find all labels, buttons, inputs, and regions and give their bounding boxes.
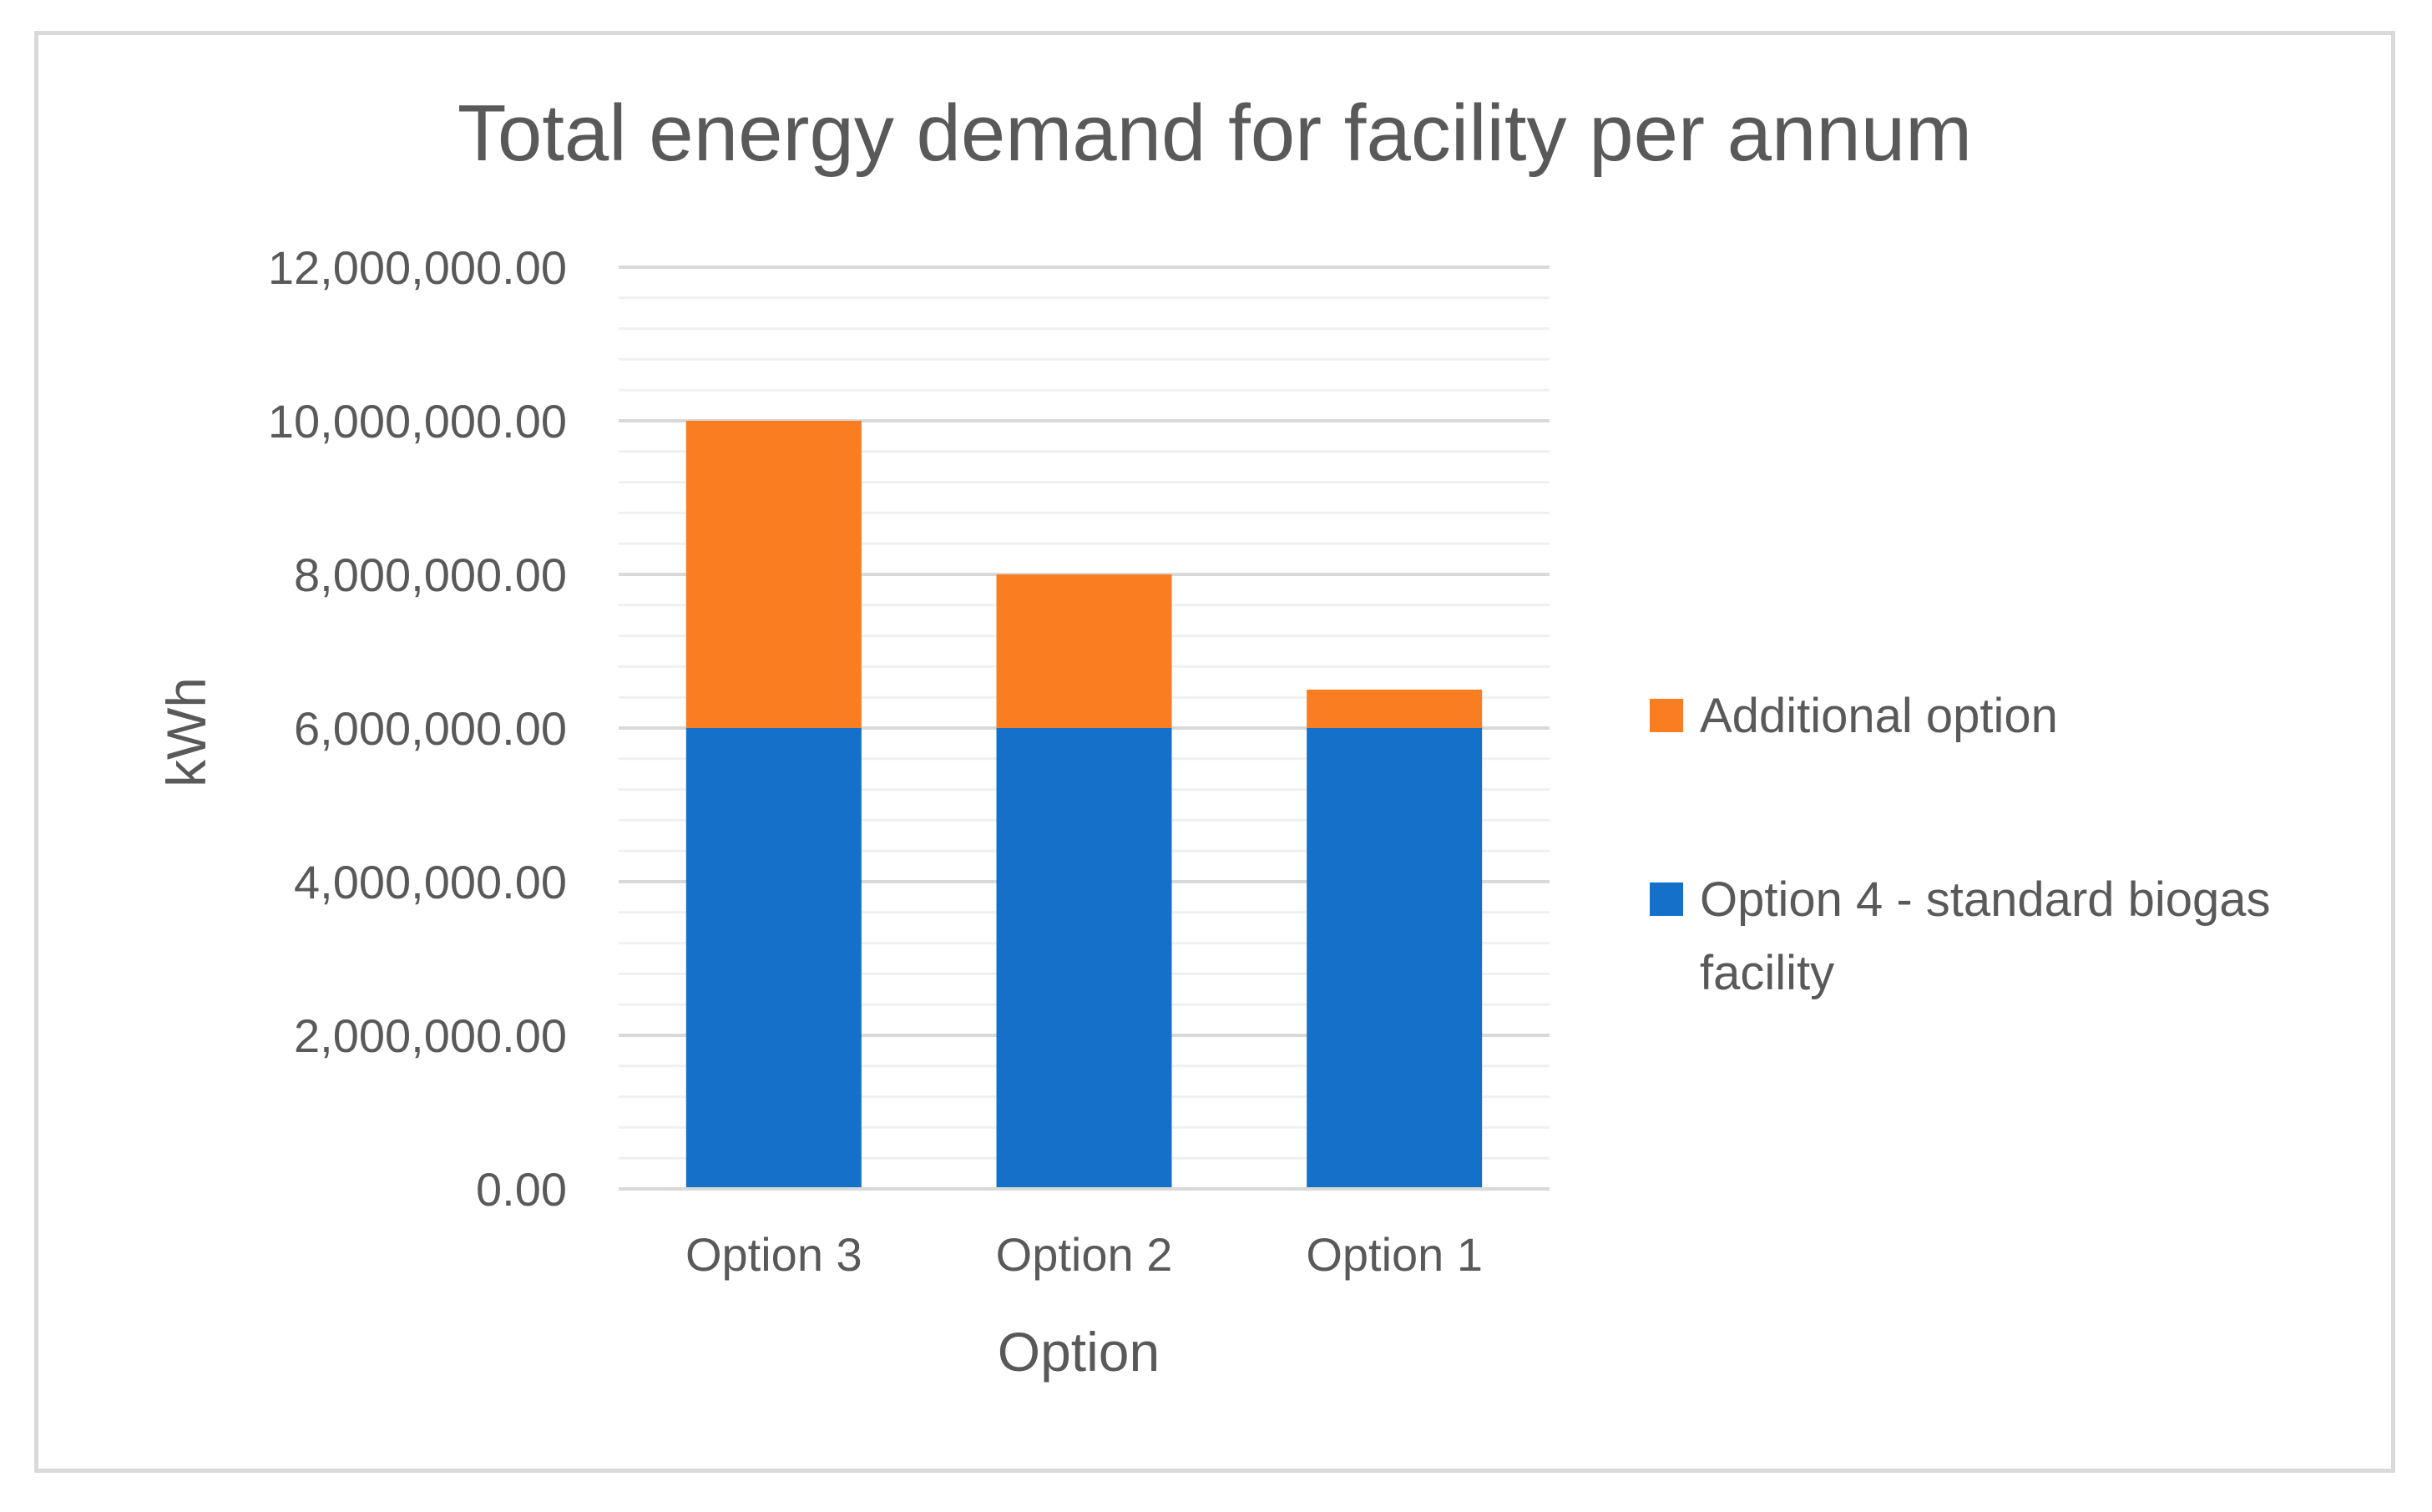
chart-svg: Total energy demand for facility per ann… bbox=[155, 88, 2271, 1383]
legend-swatch bbox=[1650, 882, 1683, 916]
chart-title: Total energy demand for facility per ann… bbox=[458, 88, 1972, 178]
bars-layer: Option 3 Option 2 Option 1 bbox=[685, 421, 1483, 1281]
bar-additional bbox=[1307, 690, 1483, 728]
y-tick-label: 2,000,000.00 bbox=[294, 1009, 567, 1062]
bar-additional bbox=[996, 574, 1172, 728]
bar-base bbox=[1307, 728, 1483, 1189]
x-tick-label: Option 3 bbox=[685, 1228, 862, 1281]
x-tick-label: Option 1 bbox=[1306, 1228, 1483, 1281]
bar-additional bbox=[685, 421, 862, 728]
y-tick-label: 12,000,000.00 bbox=[268, 241, 567, 294]
legend-swatch bbox=[1650, 699, 1683, 732]
y-tick-label: 10,000,000.00 bbox=[268, 395, 567, 448]
y-tick-label: 0.00 bbox=[476, 1163, 567, 1216]
x-axis-title: Option bbox=[998, 1321, 1160, 1383]
bar-base bbox=[996, 728, 1172, 1189]
legend: Additional option Option 4 - standard bio… bbox=[1650, 689, 2271, 1000]
y-tick-label: 4,000,000.00 bbox=[294, 856, 567, 908]
y-tick-label: 6,000,000.00 bbox=[294, 702, 567, 755]
chart-frame: Total energy demand for facility per ann… bbox=[34, 31, 2395, 1473]
legend-label: facility bbox=[1700, 946, 1834, 1000]
x-tick-label: Option 2 bbox=[996, 1228, 1173, 1281]
bar-base bbox=[685, 728, 862, 1189]
legend-label: Option 4 - standard biogas bbox=[1700, 872, 2271, 927]
legend-label: Additional option bbox=[1700, 689, 2058, 743]
y-axis-title: kWh bbox=[155, 677, 217, 787]
y-tick-label: 8,000,000.00 bbox=[294, 549, 567, 601]
